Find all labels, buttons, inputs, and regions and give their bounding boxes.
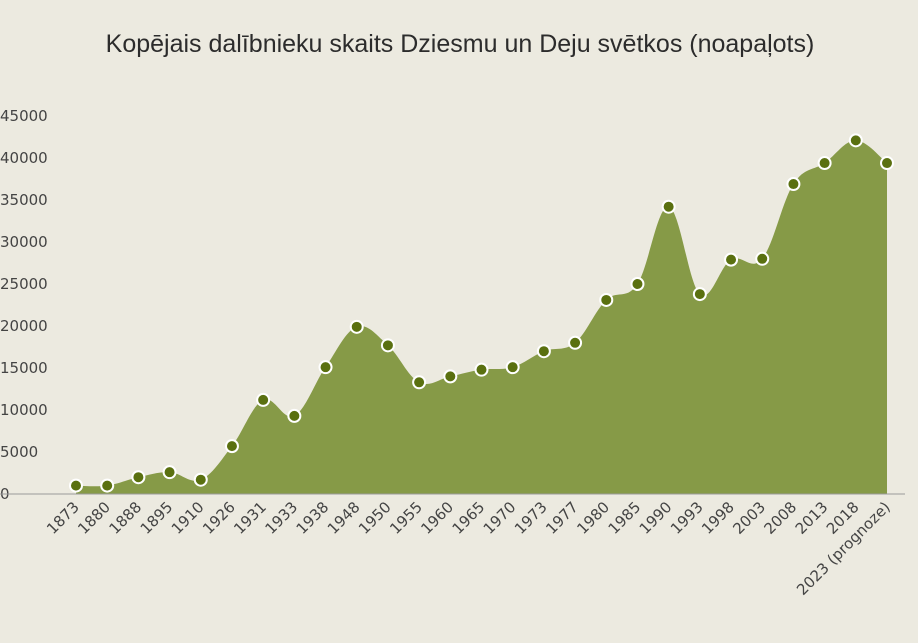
- x-tick-label: 1948: [324, 498, 364, 538]
- marker: [724, 252, 739, 267]
- marker: [692, 287, 707, 302]
- y-tick-label: 40000: [0, 149, 48, 167]
- x-tick-label: 1993: [667, 498, 707, 538]
- marker: [349, 319, 364, 334]
- x-tick-label: 1926: [199, 498, 239, 538]
- x-tick-label: 1955: [386, 498, 426, 538]
- x-tick-label: 1985: [605, 498, 645, 538]
- x-tick-label: 2008: [761, 498, 801, 538]
- marker: [848, 133, 863, 148]
- marker: [224, 439, 239, 454]
- x-tick-label: 1970: [480, 498, 520, 538]
- marker: [755, 251, 770, 266]
- y-tick-label: 45000: [0, 107, 48, 125]
- marker: [786, 177, 801, 192]
- marker: [69, 478, 83, 493]
- marker: [817, 156, 832, 171]
- x-tick-label: 1880: [74, 498, 114, 538]
- x-tick-label: 1910: [168, 498, 208, 538]
- marker: [630, 277, 645, 291]
- marker: [131, 470, 146, 485]
- area: [76, 140, 887, 495]
- x-tick-label: 1950: [355, 498, 395, 538]
- marker: [443, 369, 458, 384]
- y-tick-label: 30000: [0, 233, 48, 251]
- marker: [162, 465, 177, 480]
- x-tick-label: 1931: [230, 498, 270, 538]
- y-tick-label: 5000: [0, 443, 38, 461]
- marker: [599, 292, 614, 307]
- marker: [318, 360, 333, 375]
- x-tick-label: 1977: [542, 498, 582, 538]
- marker: [256, 392, 271, 407]
- x-tick-label: 1998: [698, 498, 738, 538]
- marker: [568, 335, 583, 350]
- x-tick-label: 1873: [43, 498, 83, 538]
- y-tick-label: 20000: [0, 317, 48, 335]
- marker: [880, 156, 894, 171]
- marker: [380, 338, 395, 353]
- marker: [661, 199, 676, 214]
- x-tick-label: 2013: [792, 498, 832, 538]
- x-tick-label: 1990: [636, 498, 676, 538]
- marker: [100, 478, 115, 493]
- marker: [505, 360, 520, 375]
- chart-title: Kopējais dalībnieku skaits Dziesmu un De…: [106, 30, 815, 58]
- marker: [287, 408, 302, 423]
- x-tick-label: 1980: [573, 498, 613, 538]
- marker: [193, 472, 208, 487]
- x-tick-label: 1895: [137, 498, 177, 538]
- x-tick-label: 1933: [261, 498, 301, 538]
- x-tick-label: 2003: [729, 498, 769, 538]
- marker: [412, 375, 427, 390]
- y-tick-label: 15000: [0, 359, 48, 377]
- x-tick-label: 1938: [293, 498, 333, 538]
- marker: [474, 362, 489, 377]
- marker: [536, 344, 551, 359]
- y-tick-label: 35000: [0, 191, 48, 209]
- x-tick-label: 1960: [417, 498, 457, 538]
- y-tick-label: 10000: [0, 401, 48, 419]
- x-tick-label: 1965: [449, 498, 489, 538]
- y-tick-label: 25000: [0, 275, 48, 293]
- x-tick-label: 1973: [511, 498, 551, 538]
- x-tick-label: 1888: [105, 498, 145, 538]
